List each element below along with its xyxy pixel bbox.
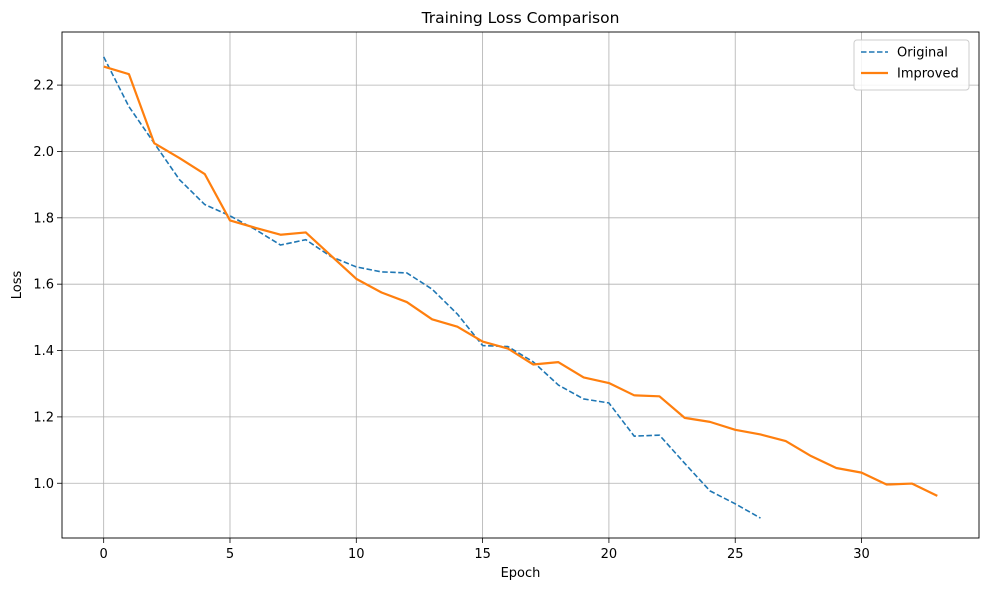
x-tick-label: 15 <box>474 547 491 562</box>
legend-label-original: Original <box>897 46 948 61</box>
axis-ticks: 0 5 10 15 20 25 30 1.0 1.2 1.4 1.6 1.8 2.0 2.2 <box>33 79 869 562</box>
x-tick-label: 10 <box>348 547 365 562</box>
x-tick-label: 25 <box>727 547 744 562</box>
y-axis-label: Loss <box>10 271 25 300</box>
legend: Original Improved <box>853 39 970 91</box>
legend-label-improved: Improved <box>897 67 959 82</box>
plot-area-frame <box>61 31 980 539</box>
y-tick-label: 1.4 <box>33 344 54 359</box>
x-tick-label: 5 <box>226 547 234 562</box>
x-tick-label: 20 <box>601 547 618 562</box>
y-tick-label: 1.2 <box>33 410 54 425</box>
y-tick-label: 2.2 <box>33 79 54 94</box>
series-line-improved <box>103 65 938 497</box>
y-tick-label: 1.6 <box>33 278 54 293</box>
y-tick-label: 1.8 <box>33 211 54 226</box>
legend-box <box>853 39 970 91</box>
x-axis-label: Epoch <box>501 566 541 581</box>
chart-title: Training Loss Comparison <box>421 9 620 27</box>
grid-lines <box>62 32 979 538</box>
series-layer <box>102 56 938 519</box>
x-tick-label: 0 <box>100 547 108 562</box>
y-tick-label: 1.0 <box>33 477 54 492</box>
y-tick-label: 2.0 <box>33 145 54 160</box>
series-line-original <box>102 56 761 519</box>
x-tick-label: 30 <box>853 547 870 562</box>
